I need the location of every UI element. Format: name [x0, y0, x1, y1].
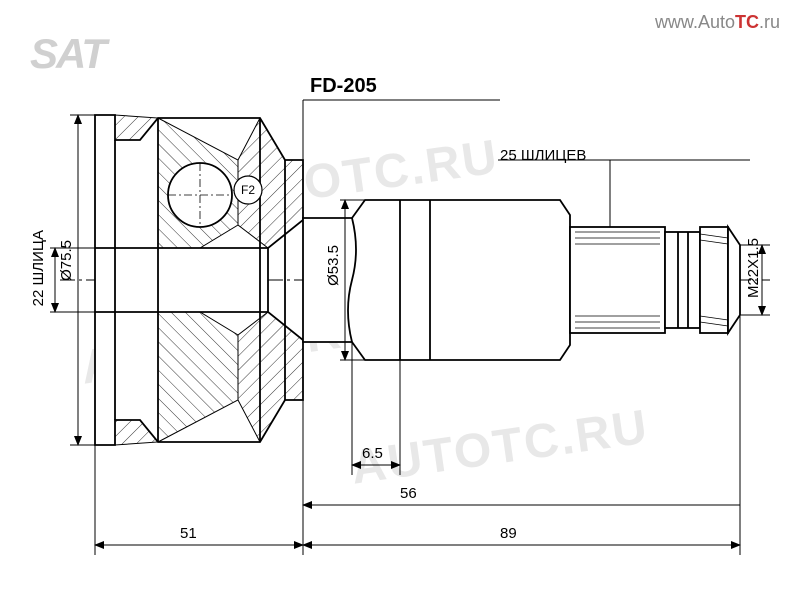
- dim-6-5: 6.5: [362, 445, 383, 462]
- marking-label: F2: [241, 183, 255, 197]
- dim-56: 56: [400, 485, 417, 502]
- technical-drawing: [0, 0, 800, 600]
- dia-shaft-label: Ø53.5: [325, 245, 342, 286]
- dim-89: 89: [500, 525, 517, 542]
- splines-outer-label: 25 ШЛИЦЕВ: [500, 147, 586, 164]
- shaft: [303, 200, 740, 360]
- splines-inner-label: 22 ШЛИЦА: [30, 230, 47, 306]
- part-number: FD-205: [310, 75, 377, 98]
- dim-51: 51: [180, 525, 197, 542]
- dia-outer-label: Ø75.5: [58, 240, 75, 281]
- thread-label: M22X1.5: [745, 238, 762, 298]
